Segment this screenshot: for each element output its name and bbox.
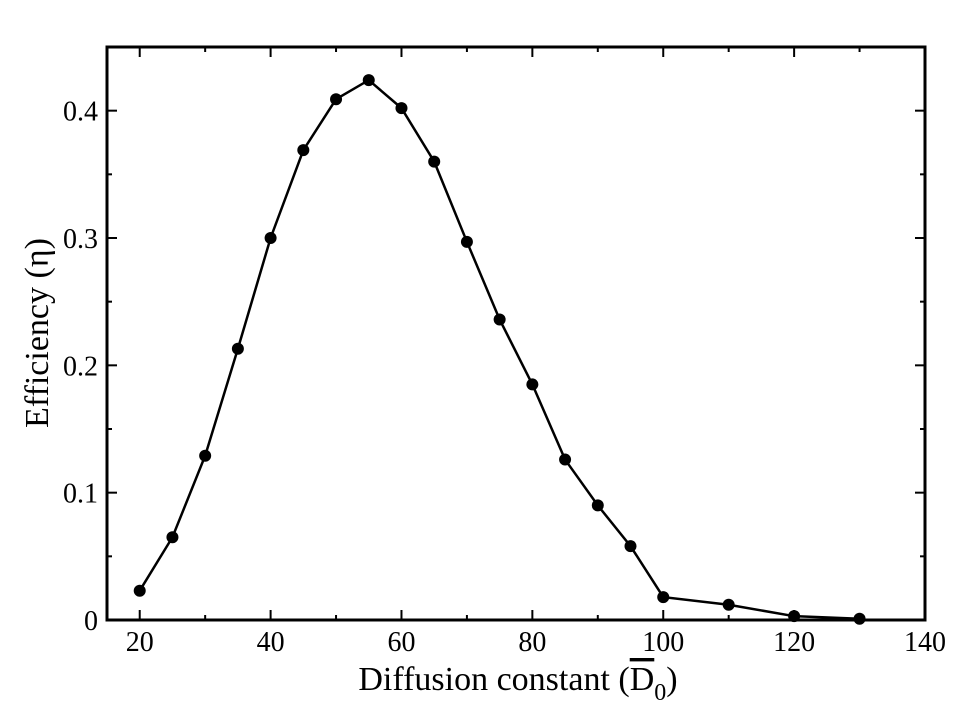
x-tick-label: 80 (518, 627, 546, 658)
data-point (526, 378, 539, 391)
data-point (853, 612, 866, 625)
y-tick-label: 0.1 (63, 479, 98, 510)
data-point (559, 453, 572, 466)
data-point (722, 598, 735, 611)
data-point (395, 102, 408, 115)
data-point (199, 449, 212, 462)
x-axis-title: Diffusion constant (D0) (358, 661, 677, 706)
x-axis-title-prefix: Diffusion constant ( (358, 661, 629, 698)
y-axis-title: Efficiency (η) (19, 238, 56, 428)
x-axis-title-subscript: 0 (654, 680, 666, 706)
data-point (788, 610, 801, 623)
data-point (231, 342, 244, 355)
plot-frame (105, 45, 927, 622)
axis-ticks (107, 46, 926, 621)
series-line (138, 78, 860, 620)
x-axis-title-symbol: D (630, 661, 655, 698)
svg-text:Diffusion constant (D0): Diffusion constant (D0) (358, 661, 677, 706)
data-point (264, 232, 277, 244)
data-point (493, 313, 506, 326)
data-point (133, 584, 146, 597)
y-tick-label: 0 (84, 606, 98, 637)
y-tick-label: 0.4 (63, 97, 98, 128)
y-tick-label: 0.3 (63, 224, 98, 255)
x-tick-label: 40 (257, 627, 285, 658)
data-point (166, 531, 179, 544)
x-tick-label: 60 (387, 627, 415, 658)
data-point (297, 144, 310, 157)
y-tick-label: 0.2 (63, 351, 98, 382)
data-point (591, 499, 604, 512)
data-point (330, 93, 343, 106)
x-tick-label: 140 (904, 627, 946, 658)
data-point (460, 235, 473, 248)
data-point (362, 74, 375, 87)
data-point (657, 591, 670, 604)
tick-labels: 20 40 60 80 100 120 140 0 0.1 0.2 0.3 0.4 (63, 97, 946, 658)
x-tick-label: 100 (642, 627, 684, 658)
data-point (428, 155, 441, 168)
x-tick-label: 20 (126, 627, 154, 658)
x-tick-label: 120 (773, 627, 815, 658)
series-layer (133, 74, 866, 625)
x-axis-title-suffix: ) (666, 661, 677, 698)
data-point (624, 540, 637, 553)
